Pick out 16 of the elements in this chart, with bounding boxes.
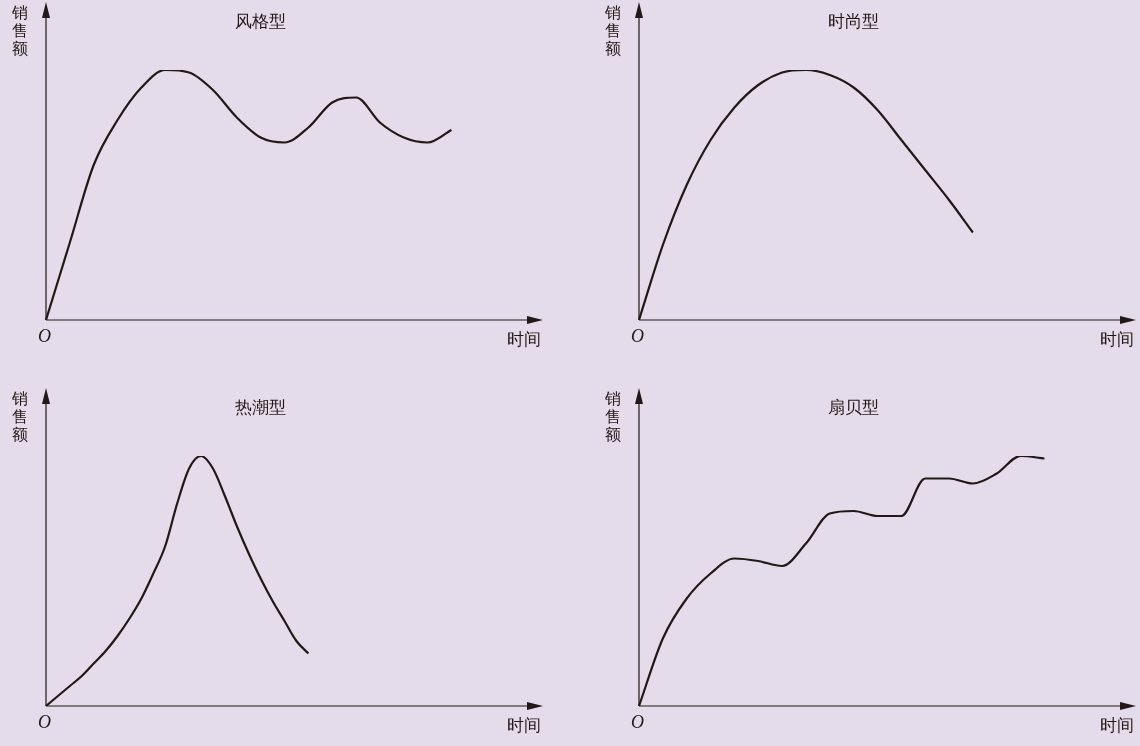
chart-title: 扇贝型 bbox=[828, 396, 879, 419]
x-axis-title: 时间 bbox=[1100, 714, 1134, 737]
text: O bbox=[38, 712, 51, 733]
text: O bbox=[38, 326, 51, 347]
y-axis-title: 销售额 bbox=[12, 389, 29, 444]
text: O bbox=[631, 712, 644, 733]
x-axis-title: 时间 bbox=[1100, 328, 1134, 351]
y-axis-title: 销售额 bbox=[12, 3, 29, 58]
x-axis-title: 时间 bbox=[507, 714, 541, 737]
y-axis-title: 销售额 bbox=[605, 389, 622, 444]
x-axis-title: 时间 bbox=[507, 328, 541, 351]
y-axis-title: 销售额 bbox=[605, 3, 622, 58]
text: O bbox=[631, 326, 644, 347]
chart-title: 风格型 bbox=[235, 10, 286, 33]
chart-title: 时尚型 bbox=[828, 10, 879, 33]
chart-title: 热潮型 bbox=[235, 396, 286, 419]
